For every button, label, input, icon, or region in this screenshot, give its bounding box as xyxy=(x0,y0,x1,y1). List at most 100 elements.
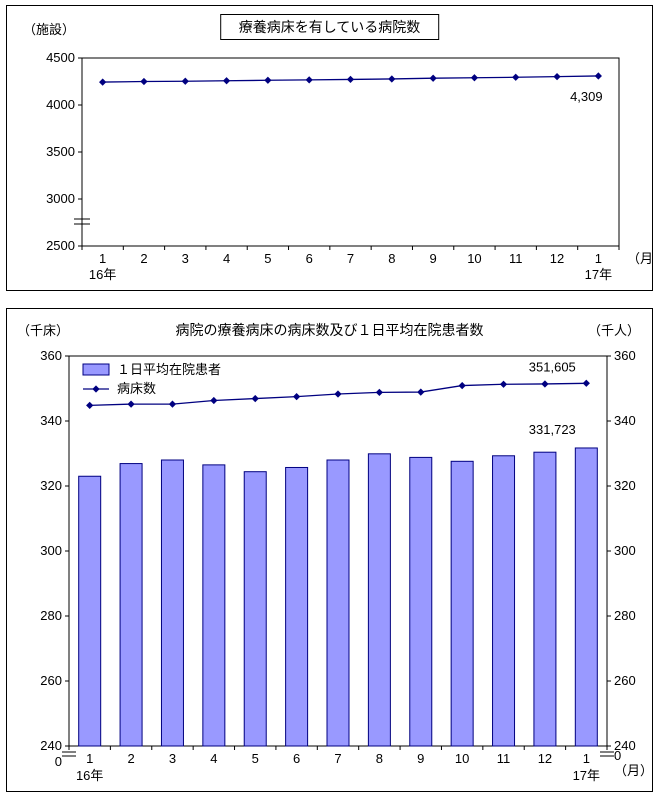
x-tick-label: 7 xyxy=(347,251,354,266)
data-point-marker xyxy=(222,77,231,85)
patients-bar xyxy=(326,459,350,747)
data-point-marker xyxy=(417,388,425,396)
x-tick-label: 1 xyxy=(595,251,602,266)
x-tick-label: 6 xyxy=(306,251,313,266)
patients-bar xyxy=(367,453,391,747)
legend-line-label: 病床数 xyxy=(117,381,156,396)
y-tick-label: 2500 xyxy=(46,238,75,253)
hospitals-chart: 療養病床を有している病院数 （施設） 4500 4000 3500 3000 2500 1… xyxy=(6,5,653,291)
x-tick-label: 2 xyxy=(127,751,134,766)
data-point-marker xyxy=(127,400,135,408)
y-tick-label: 3500 xyxy=(46,144,75,159)
data-point-marker xyxy=(429,74,437,82)
y-tick-label: 4500 xyxy=(46,50,75,65)
x-tick-label: 2 xyxy=(140,251,147,266)
x-tick-label: 3 xyxy=(182,251,189,266)
x-tick-label: 11 xyxy=(497,751,511,766)
x-unit-label: （月） xyxy=(627,251,652,266)
data-point-marker xyxy=(594,72,602,80)
right-zero-label: 0 xyxy=(614,748,621,763)
left-tick-label: 360 xyxy=(40,348,62,363)
data-point-marker xyxy=(346,75,355,84)
x-tick-label: 4 xyxy=(210,751,217,766)
legend-line-marker xyxy=(92,385,100,393)
x-tick-label: 9 xyxy=(429,251,436,266)
patients-bar xyxy=(409,456,433,747)
patients-bar xyxy=(202,464,226,747)
x-unit-label: （月） xyxy=(614,763,652,778)
beds-patients-chart: 病院の療養病床の病床数及び１日平均在院患者数 （千床） （千人） 360 360 3… xyxy=(6,308,653,792)
data-point-marker xyxy=(86,401,94,410)
data-point-marker xyxy=(168,400,177,408)
right-tick-label: 300 xyxy=(614,543,636,558)
x-tick-label: 10 xyxy=(467,251,481,266)
x-tick-label: 3 xyxy=(169,751,176,766)
x-tick-label: 4 xyxy=(223,251,230,266)
x-tick-label: 5 xyxy=(252,751,259,766)
left-zero-label: 0 xyxy=(55,754,62,769)
x-tick-label: 6 xyxy=(293,751,300,766)
left-tick-label: 300 xyxy=(40,543,62,558)
right-tick-label: 240 xyxy=(614,738,636,753)
patients-bar xyxy=(533,451,557,747)
chart2-right-unit-label: （千人） xyxy=(587,323,640,338)
data-point-marker xyxy=(140,77,148,86)
data-point-marker xyxy=(553,72,561,81)
x-tick-label: 8 xyxy=(388,251,395,266)
patients-last-value-label: 331,723 xyxy=(529,422,576,437)
x-tick-label: 1 xyxy=(99,251,106,266)
year-end-label: 17年 xyxy=(585,267,612,282)
right-tick-label: 340 xyxy=(614,413,636,428)
x-tick-label: 1 xyxy=(86,751,93,766)
data-point-marker xyxy=(334,390,342,398)
plot-frame xyxy=(81,57,620,247)
patients-bar xyxy=(285,466,309,747)
x-tick-label: 11 xyxy=(509,251,523,266)
left-tick-label: 240 xyxy=(40,738,62,753)
right-tick-label: 260 xyxy=(614,673,636,688)
data-point-marker xyxy=(541,380,549,388)
data-point-marker xyxy=(292,393,301,401)
beds-last-value-label: 351,605 xyxy=(529,359,576,374)
y-tick-label: 4000 xyxy=(46,97,75,112)
data-point-marker xyxy=(375,388,384,397)
data-point-marker xyxy=(251,394,259,403)
data-point-marker xyxy=(470,74,479,82)
x-tick-label: 10 xyxy=(455,751,469,766)
data-point-marker xyxy=(264,76,272,84)
year-start-label: 16年 xyxy=(89,267,116,282)
data-point-marker xyxy=(99,78,107,86)
patients-bar xyxy=(160,459,184,747)
chart2-left-unit-label: （千床） xyxy=(17,323,70,338)
x-tick-label: 12 xyxy=(538,751,552,766)
right-tick-label: 280 xyxy=(614,608,636,623)
patients-bar xyxy=(243,471,267,747)
x-tick-label: 9 xyxy=(417,751,424,766)
data-point-marker xyxy=(388,75,396,83)
left-tick-label: 280 xyxy=(40,608,62,623)
x-tick-label: 8 xyxy=(376,751,383,766)
patients-bar xyxy=(574,447,598,747)
legend-bar-label: １日平均在院患者 xyxy=(117,362,221,377)
x-tick-label: 5 xyxy=(264,251,271,266)
left-tick-label: 340 xyxy=(40,413,62,428)
data-point-marker xyxy=(512,73,520,81)
x-tick-label: 12 xyxy=(550,251,564,266)
right-tick-label: 360 xyxy=(614,348,636,363)
x-tick-label: 7 xyxy=(334,751,341,766)
last-value-label: 4,309 xyxy=(570,89,603,104)
data-point-marker xyxy=(210,396,218,405)
patients-bar xyxy=(119,463,143,747)
y-tick-label: 3000 xyxy=(46,191,75,206)
chart1-title: 療養病床を有している病院数 xyxy=(219,14,440,40)
patients-bar xyxy=(78,475,102,747)
data-point-marker xyxy=(499,380,508,388)
data-point-marker xyxy=(582,379,590,387)
patients-bar xyxy=(450,460,474,747)
year-end-label: 17年 xyxy=(573,768,600,783)
right-tick-label: 320 xyxy=(614,478,636,493)
year-start-label: 16年 xyxy=(76,768,103,783)
